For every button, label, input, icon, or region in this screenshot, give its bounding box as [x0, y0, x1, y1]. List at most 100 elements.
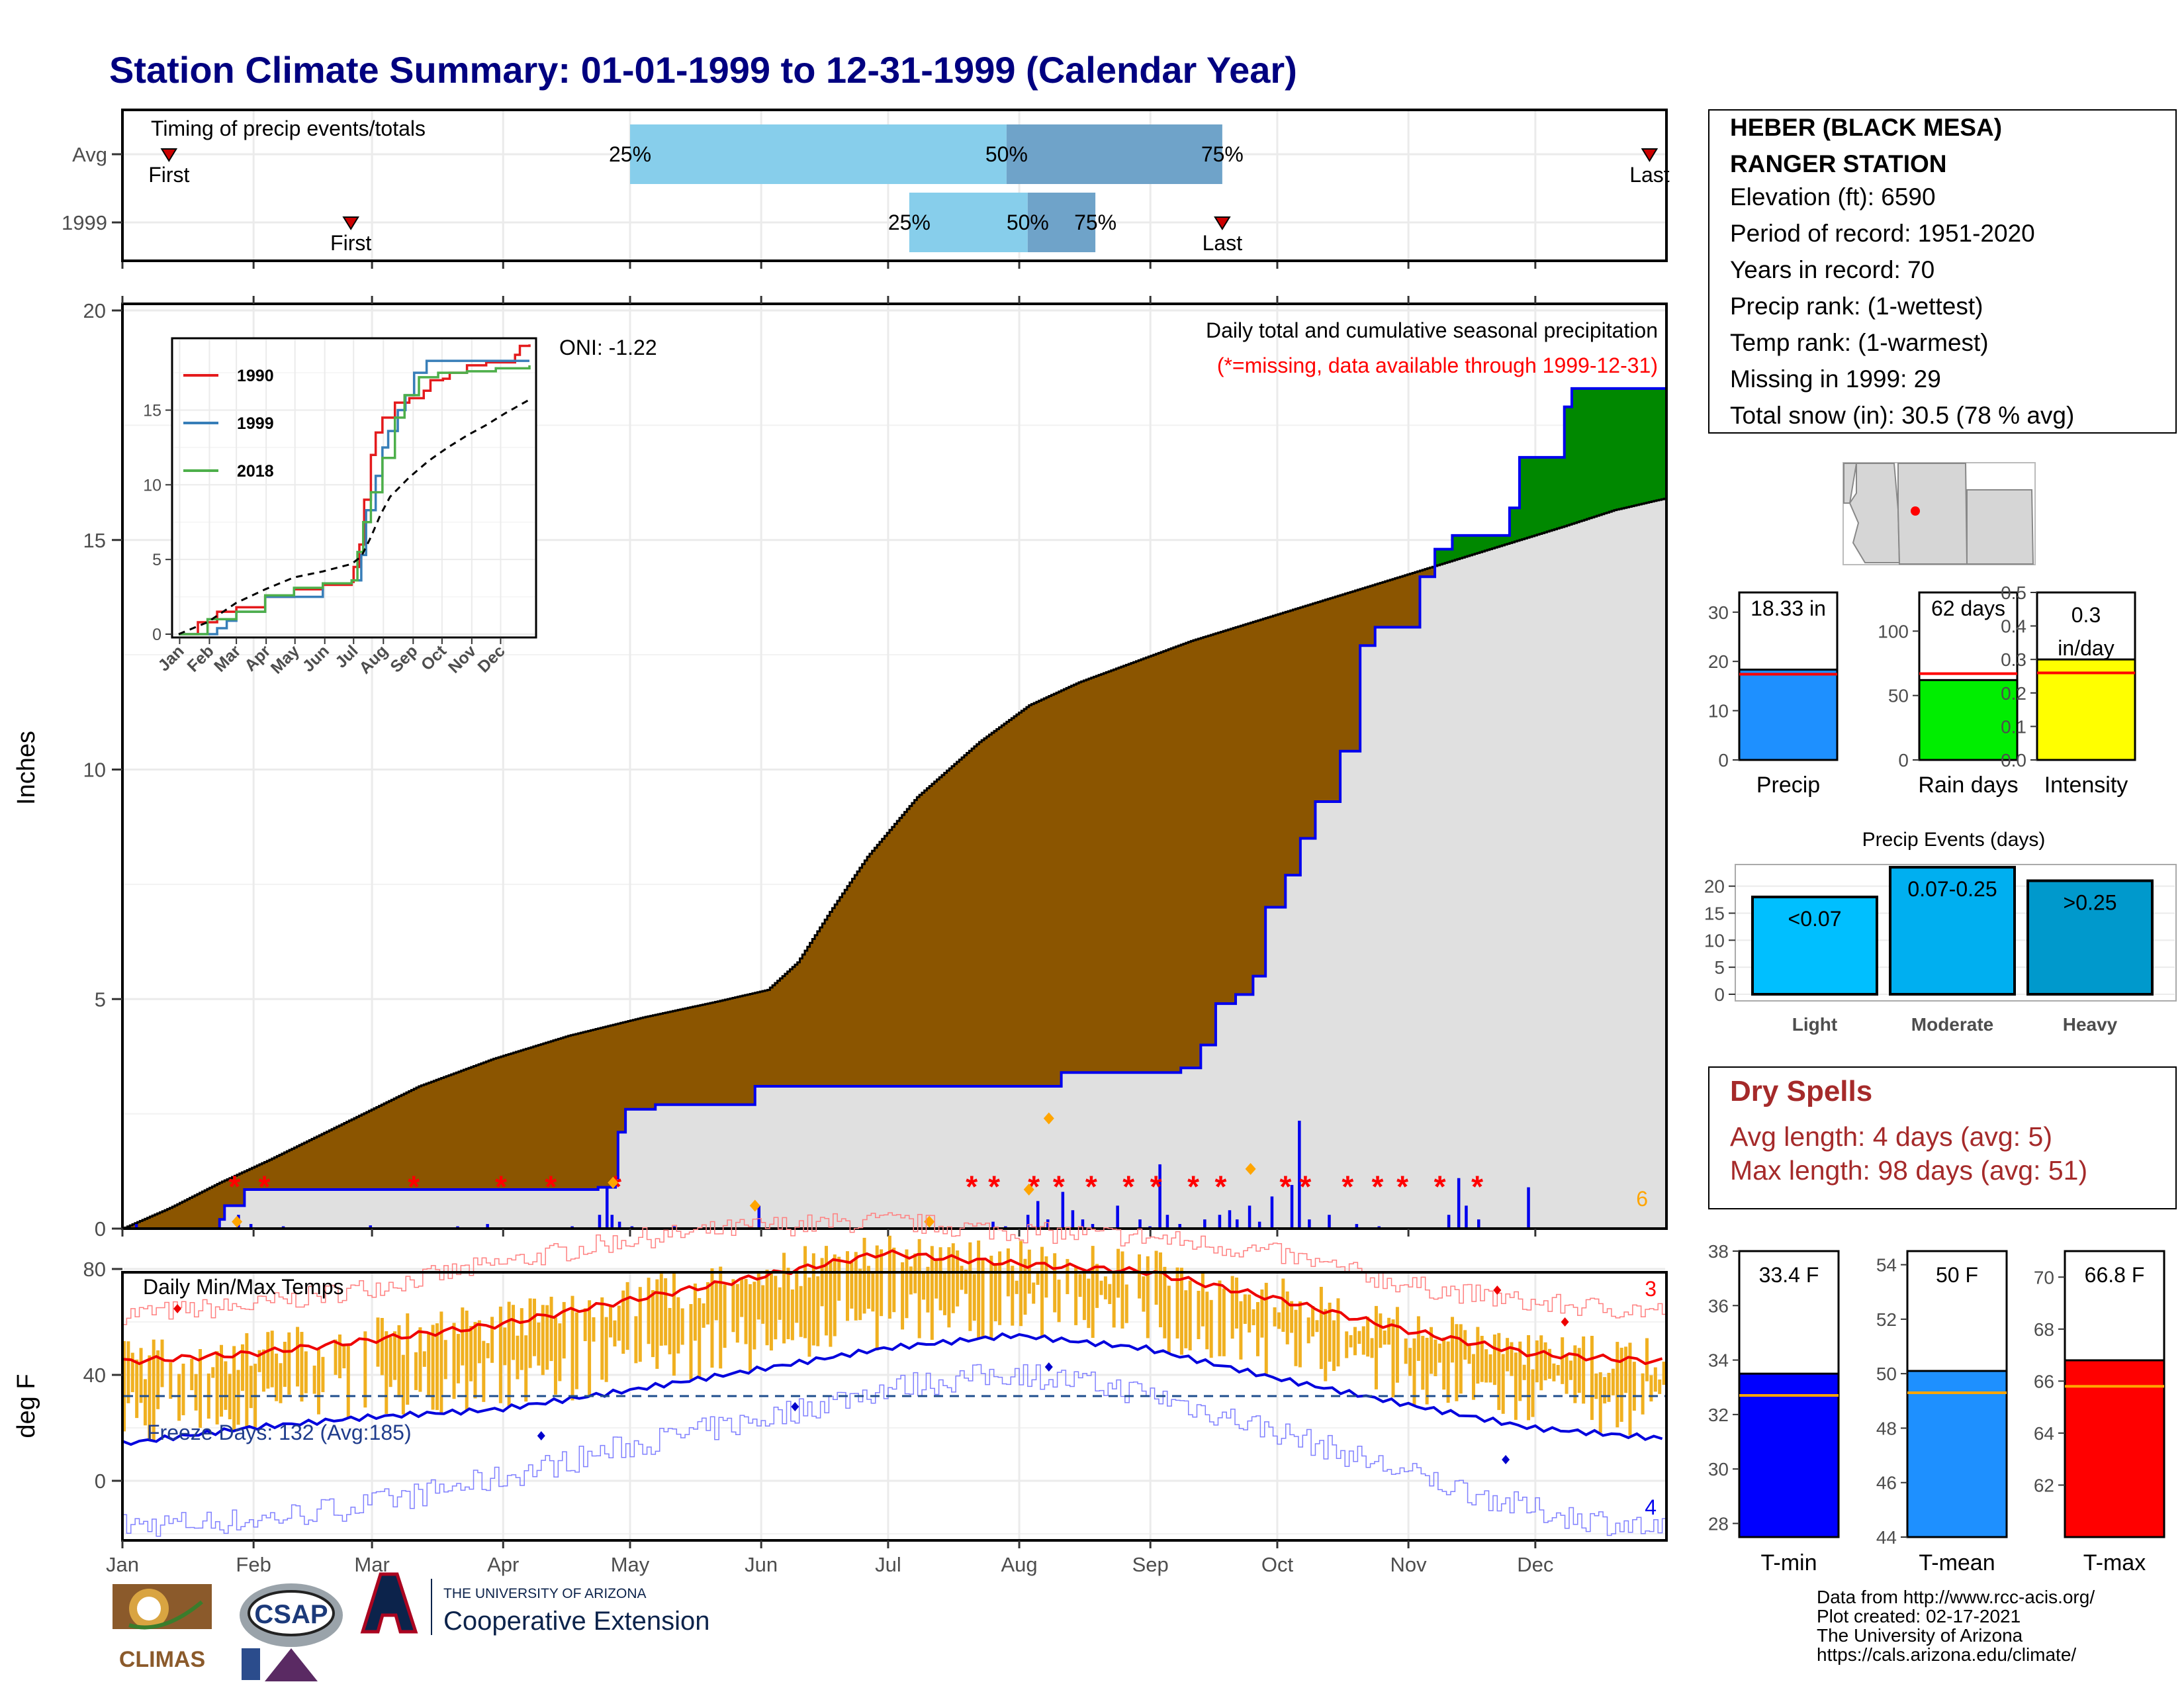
- missing-day-marker: *: [1299, 1170, 1311, 1204]
- daily-temp-bar: [452, 1323, 456, 1399]
- daily-precip-bar: [1457, 1178, 1461, 1229]
- snow-event-marker: [1245, 1162, 1256, 1175]
- daily-temp-bar: [1433, 1339, 1437, 1376]
- daily-temp-bar: [1353, 1327, 1357, 1356]
- daily-temp-bar: [490, 1317, 494, 1363]
- daily-temp-bar: [338, 1334, 341, 1379]
- daily-temp-bar: [1120, 1251, 1124, 1329]
- daily-precip-bar: [617, 1221, 621, 1229]
- record-low-marker: [1044, 1362, 1053, 1372]
- page-title: Station Climate Summary: 01-01-1999 to 1…: [109, 49, 1297, 91]
- temp-bar-tick-label: 64: [2034, 1423, 2054, 1444]
- timing-bar-25-50: [630, 124, 1007, 184]
- daily-temp-bar: [1239, 1301, 1243, 1360]
- daily-temp-bar: [507, 1301, 511, 1408]
- intensity-value-label-1: 0.3: [2071, 603, 2101, 627]
- daily-temp-bar: [1476, 1327, 1480, 1384]
- temp-bar-tick-label: 68: [2034, 1319, 2054, 1340]
- daily-temp-bar: [858, 1268, 862, 1321]
- daily-temp-bar: [1590, 1335, 1594, 1421]
- daily-temp-bar: [1459, 1324, 1463, 1394]
- daily-temp-bar: [693, 1284, 697, 1341]
- temp-bar-tick-label: 32: [1708, 1405, 1729, 1425]
- daily-temp-bar: [866, 1266, 870, 1309]
- daily-precip-bar: [1178, 1224, 1181, 1229]
- daily-temp-bar: [1273, 1307, 1277, 1327]
- missing-day-marker: *: [1187, 1170, 1199, 1204]
- daily-temp-bar: [947, 1247, 951, 1328]
- daily-temp-bar: [752, 1282, 756, 1350]
- record-low-marker: [537, 1431, 545, 1440]
- station-location-dot: [1911, 506, 1920, 516]
- snow-event-marker: [749, 1199, 760, 1212]
- temp-ylabel: deg F: [13, 1374, 40, 1438]
- daily-temp-bar: [1087, 1278, 1091, 1329]
- temp-bar-tick-label: 38: [1708, 1241, 1729, 1262]
- daily-temp-bar: [934, 1259, 938, 1299]
- daily-temp-bar: [553, 1317, 557, 1395]
- first-event-marker: [160, 148, 178, 162]
- daily-temp-bar: [811, 1253, 815, 1346]
- daily-temp-bar: [1430, 1327, 1433, 1374]
- daily-temp-bar: [825, 1246, 829, 1336]
- intensity-value-bar: [2036, 658, 2136, 761]
- daily-temp-bar: [1345, 1331, 1349, 1358]
- precip-tick-label: 30: [1708, 602, 1729, 623]
- daily-temp-bar: [1103, 1276, 1107, 1299]
- daily-precip-bar: [1298, 1121, 1301, 1229]
- daily-temp-bar: [228, 1374, 232, 1420]
- last-event-label: Last: [1203, 231, 1243, 255]
- inset-x-tick-label: May: [267, 641, 303, 677]
- temp-bar-tick-label: 54: [1876, 1255, 1897, 1276]
- intensity-tick-label: 0.3: [2001, 649, 2026, 670]
- inset-chart: 1990 1999 2018 0 5 10 15 JanFebMarAprMayJunJul…: [143, 337, 537, 678]
- inset-x-tick-label: Nov: [445, 641, 480, 677]
- daily-temp-bar: [346, 1346, 350, 1419]
- daily-temp-bar: [833, 1254, 837, 1336]
- temp-bar-value: [2064, 1359, 2165, 1538]
- daily-temp-bar: [1615, 1342, 1619, 1428]
- inset-y-tick-label: 10: [143, 476, 161, 494]
- precip-y-tick-label: 0: [95, 1217, 106, 1241]
- daily-precip-bar: [1270, 1196, 1274, 1229]
- daily-temp-bar: [977, 1241, 981, 1340]
- daily-precip-bar: [606, 1187, 609, 1229]
- daily-temp-bar: [887, 1235, 891, 1319]
- station-name-line1: HEBER (BLACK MESA): [1730, 114, 2002, 141]
- daily-temp-bar: [122, 1340, 126, 1432]
- daily-temp-bar: [1379, 1313, 1383, 1348]
- state-outline-arizona: [1848, 463, 1901, 563]
- inset-x-tick-label: Feb: [183, 641, 217, 675]
- daily-temp-bar: [1582, 1336, 1586, 1404]
- daily-temp-bar: [875, 1245, 879, 1350]
- daily-temp-bar: [1649, 1375, 1653, 1402]
- daily-temp-bar: [1501, 1354, 1505, 1414]
- daily-temp-bar: [1624, 1346, 1628, 1393]
- footer-credit-line: https://cals.arizona.edu/climate/: [1817, 1644, 2076, 1665]
- daily-temp-bar: [1053, 1253, 1057, 1313]
- missing-day-marker: *: [495, 1170, 507, 1204]
- daily-temp-bar: [1437, 1343, 1441, 1363]
- missing-day-marker: *: [1372, 1170, 1384, 1204]
- daily-temp-bar: [617, 1305, 621, 1341]
- record-high-marker: [1561, 1317, 1569, 1327]
- missing-day-marker: *: [545, 1170, 557, 1204]
- dry-spells-title: Dry Spells: [1730, 1075, 1872, 1107]
- daily-temp-bar: [1091, 1246, 1095, 1338]
- daily-temp-bar: [723, 1284, 727, 1348]
- daily-temp-bar: [406, 1313, 410, 1405]
- daily-temp-bar: [659, 1274, 663, 1346]
- precip-value-label: 18.33 in: [1751, 596, 1826, 620]
- missing-day-marker: *: [1342, 1170, 1353, 1204]
- daily-temp-bar: [1264, 1282, 1268, 1376]
- daily-temp-bar: [1294, 1309, 1298, 1366]
- daily-temp-bar: [1306, 1317, 1310, 1344]
- daily-temp-bar: [570, 1295, 574, 1401]
- rain_days-label: Rain days: [1918, 773, 2018, 798]
- intensity-tick-label: 0.4: [2001, 616, 2026, 637]
- daily-temp-bar: [1248, 1294, 1251, 1333]
- daily-precip-bar: [1081, 1219, 1085, 1229]
- daily-temp-bar: [1446, 1341, 1450, 1403]
- temp-corner-top: 3: [1645, 1277, 1657, 1301]
- missing-day-marker: *: [259, 1170, 271, 1204]
